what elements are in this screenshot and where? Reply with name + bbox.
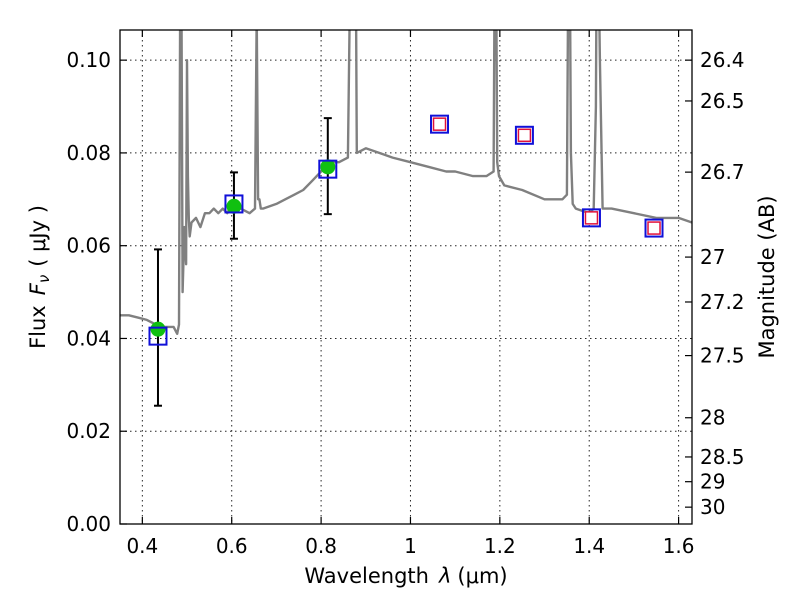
grid [120, 30, 692, 525]
green-point [150, 321, 166, 337]
observed-marker [224, 194, 244, 214]
green-point [226, 198, 242, 214]
x-tick-labels: 0.4 0.6 0.8 1 1.2 1.4 1.6 [126, 534, 694, 558]
plot-area [120, 30, 692, 407]
model-photometry-marker [647, 221, 661, 235]
green-points [150, 159, 336, 337]
y2-axis-label: Magnitude (AB) [755, 195, 779, 358]
y-tick-label: 0.06 [66, 234, 111, 258]
observed-marker [581, 208, 601, 228]
x-tick-label: 1.4 [573, 534, 605, 558]
model-photometry-marker [584, 211, 599, 225]
model-photometry-marker [517, 128, 532, 143]
x-tick-label: 0.4 [126, 534, 158, 558]
x-tick-label: 1.6 [663, 534, 695, 558]
x-tick-label: 0.6 [216, 534, 248, 558]
observed-marker [148, 326, 168, 346]
y2-tick-label: 26.4 [700, 48, 745, 72]
y-tick-label: 0.04 [66, 326, 111, 350]
y2-tick-label: 27.5 [700, 344, 745, 368]
observed-marker [430, 114, 450, 134]
green-point [320, 159, 336, 175]
y2-tick-label: 26.5 [700, 89, 745, 113]
y-tick-label: 0.00 [66, 512, 111, 536]
observed-marker [514, 125, 534, 145]
y-tick-label: 0.02 [66, 419, 111, 443]
y-tick-label: 0.10 [66, 48, 111, 72]
y2-tick-label: 29 [700, 470, 725, 494]
x-tick-label: 1 [404, 534, 417, 558]
y-tick-label: 0.08 [66, 141, 111, 165]
y-tick-labels: 0.00 0.02 0.04 0.06 0.08 0.10 [66, 48, 111, 536]
model-photometry-markers [432, 117, 661, 235]
observed-marker [644, 218, 664, 238]
y2-tick-label: 28.5 [700, 445, 745, 469]
x-tick-label: 1.2 [484, 534, 516, 558]
model-spectrum-line [120, 30, 692, 335]
y2-tick-label: 28 [700, 406, 725, 430]
x-axis-label: Wavelength λ (μm) [304, 564, 507, 588]
y-axis-label: FluxFν( μJy ) [26, 205, 53, 349]
y2-tick-label: 30 [700, 495, 725, 519]
x-tick-label: 0.8 [305, 534, 337, 558]
observed-marker [318, 159, 338, 179]
axis-ticks [120, 30, 692, 525]
model-photometry-marker [432, 117, 447, 131]
y2-tick-label: 26.7 [700, 160, 745, 184]
y2-tick-label: 27.2 [700, 290, 745, 314]
plot-frame [119, 29, 693, 525]
y2-tick-label: 27 [700, 245, 725, 269]
observed-markers [148, 114, 664, 346]
